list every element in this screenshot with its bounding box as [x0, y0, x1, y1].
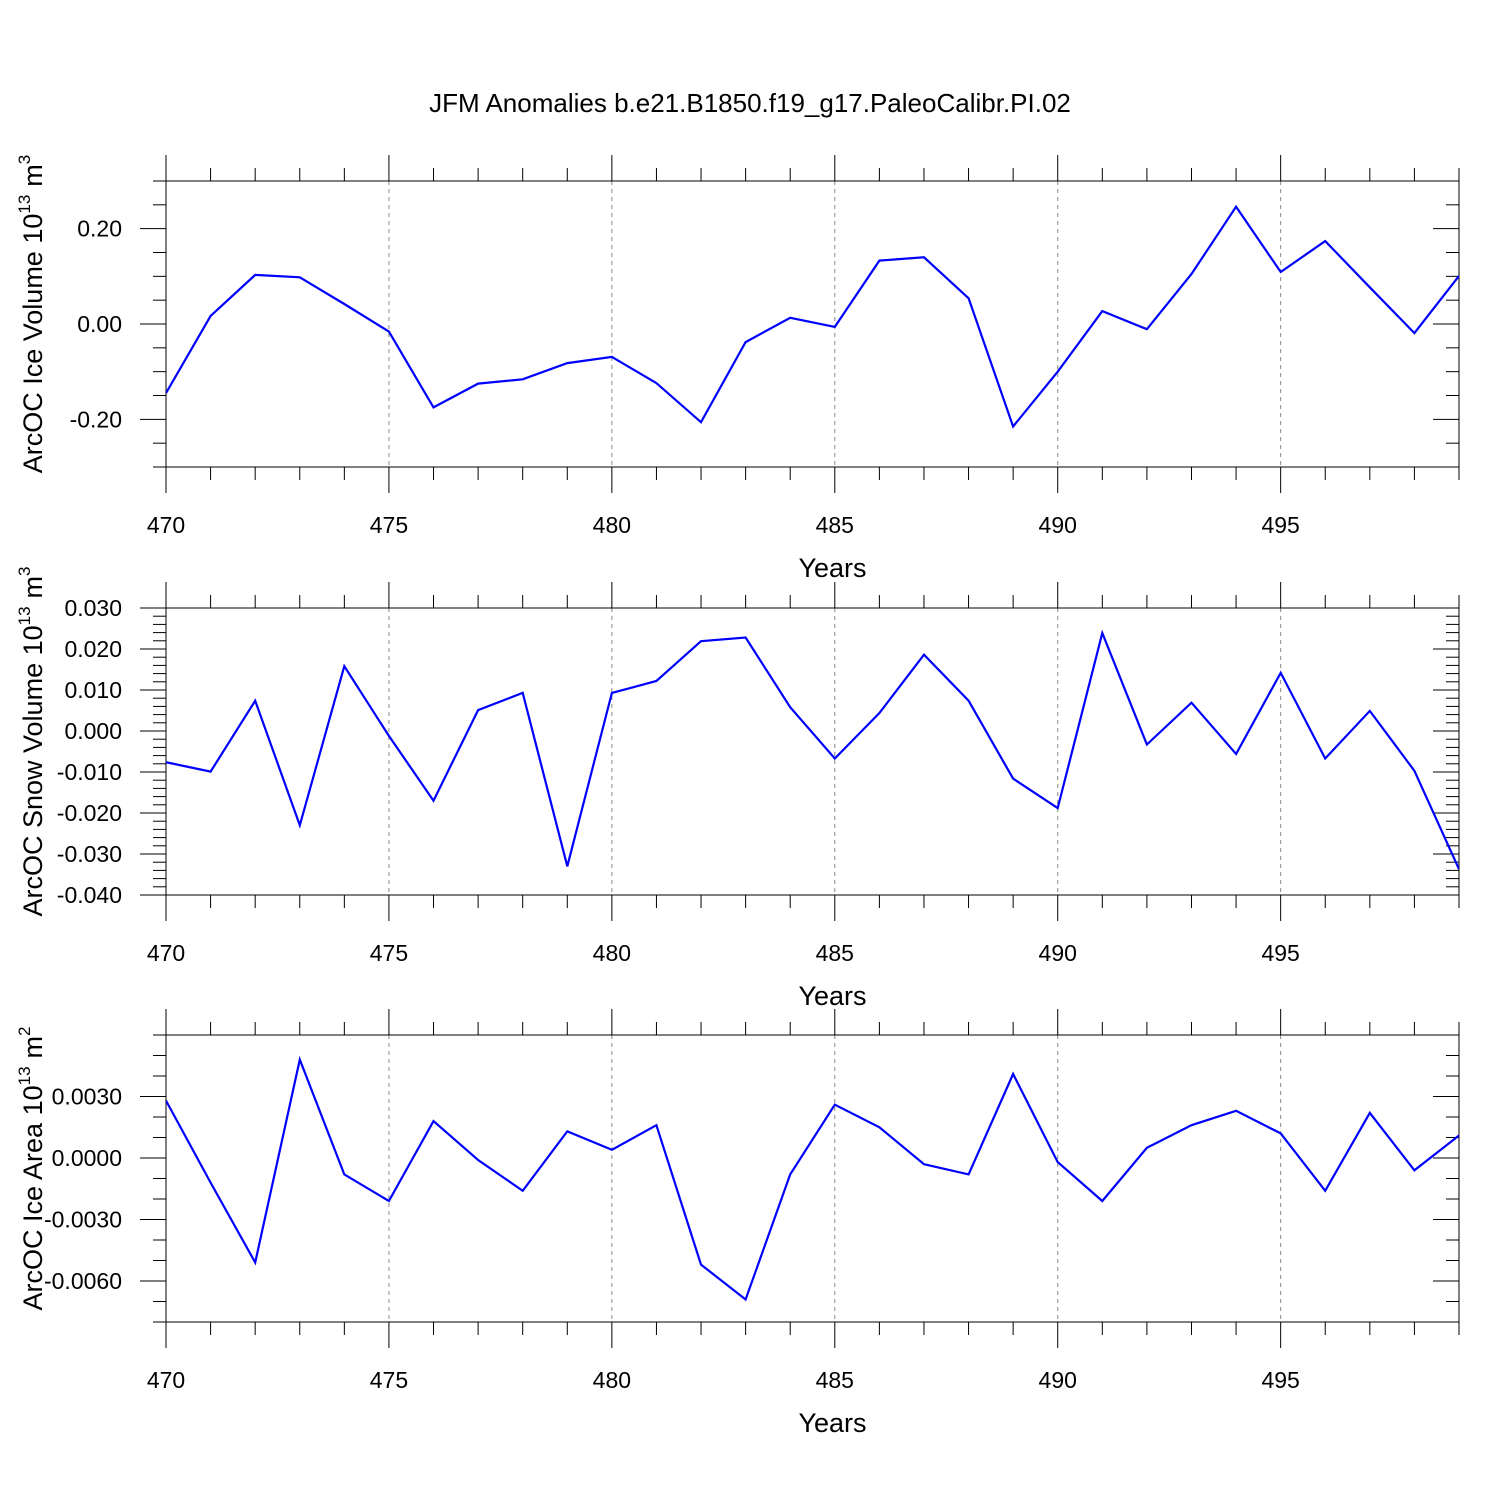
y-tick-label: 0.020	[64, 636, 122, 662]
x-tick-label: 485	[816, 1367, 854, 1393]
y-axis-title: ArcOC Ice Volume 1013 m3	[15, 155, 48, 474]
y-axis-title: ArcOC Snow Volume 1013 m3	[15, 566, 48, 916]
panel-3: 470 475 480 485 490 495 -0.0060 -0.0030 0.0000 0.…	[15, 1009, 1460, 1438]
y-tick-label: -0.040	[57, 882, 122, 908]
y-tick-label: -0.20	[70, 406, 122, 432]
y-axis-title-unit-exponent: 3	[15, 155, 34, 164]
series-line	[166, 629, 1459, 870]
y-tick-label: 0.000	[64, 718, 122, 744]
y-tick-label: -0.020	[57, 800, 122, 826]
y-tick-label: -0.0060	[44, 1268, 122, 1294]
y-axis-title-unit-exponent: 2	[15, 1027, 34, 1036]
panel-1: 470 475 480 485 490 495 -0.20 0.00 0.20 Years ArcO…	[15, 155, 1460, 583]
x-tick-label: 470	[147, 1367, 185, 1393]
plot-frame	[165, 1034, 1460, 1323]
x-axis-title: Years	[798, 1408, 866, 1438]
y-tick-label: -0.030	[57, 841, 122, 867]
x-tick-label: 490	[1039, 940, 1077, 966]
y-tick-label: 0.030	[64, 595, 122, 621]
x-tick-label: 470	[147, 940, 185, 966]
x-tick-label: 485	[816, 940, 854, 966]
y-axis-title-unit: m	[18, 576, 48, 599]
y-axis-title-unit-exponent: 3	[15, 566, 34, 575]
x-axis-title: Years	[798, 553, 866, 583]
x-tick-label: 480	[593, 1367, 631, 1393]
y-axis-title-text: ArcOC Ice Volume 10	[18, 214, 48, 474]
y-axis-title: ArcOC Ice Area 1013 m2	[15, 1027, 48, 1311]
x-tick-label: 485	[816, 512, 854, 538]
y-axis-title-exponent: 13	[15, 1066, 34, 1085]
x-tick-label: 495	[1261, 940, 1299, 966]
y-axis-title-exponent: 13	[15, 195, 34, 214]
y-axis-title-text: ArcOC Ice Area 10	[18, 1085, 48, 1310]
x-tick-label: 495	[1261, 1367, 1299, 1393]
x-tick-label: 480	[593, 512, 631, 538]
y-tick-label: -0.010	[57, 759, 122, 785]
chart-title: JFM Anomalies b.e21.B1850.f19_g17.PaleoC…	[429, 88, 1071, 118]
y-axis-title-exponent: 13	[15, 606, 34, 625]
x-tick-label: 475	[370, 1367, 408, 1393]
x-tick-label: 495	[1261, 512, 1299, 538]
x-tick-label: 470	[147, 512, 185, 538]
x-tick-label: 475	[370, 940, 408, 966]
x-tick-label: 480	[593, 940, 631, 966]
y-tick-label: 0.0030	[52, 1084, 122, 1110]
plot-frame	[165, 180, 1460, 468]
y-tick-label: 0.0000	[52, 1145, 122, 1171]
y-tick-label: 0.20	[77, 216, 122, 242]
x-axis-title: Years	[798, 981, 866, 1011]
y-axis-title-unit: m	[18, 164, 48, 187]
x-tick-label: 475	[370, 512, 408, 538]
plot-frame	[165, 607, 1460, 896]
x-tick-label: 490	[1039, 512, 1077, 538]
series-line	[166, 204, 1459, 429]
panel-2: 470 475 480 485 490 495 -0.040 -0.030 -0.020 -0.0…	[15, 566, 1460, 1011]
x-tick-label: 490	[1039, 1367, 1077, 1393]
y-axis-title-text: ArcOC Snow Volume 10	[18, 625, 48, 916]
y-tick-label: -0.0030	[44, 1207, 122, 1233]
y-axis-title-unit: m	[18, 1036, 48, 1059]
series-line	[166, 1055, 1459, 1302]
y-tick-label: 0.00	[77, 311, 122, 337]
y-tick-label: 0.010	[64, 677, 122, 703]
